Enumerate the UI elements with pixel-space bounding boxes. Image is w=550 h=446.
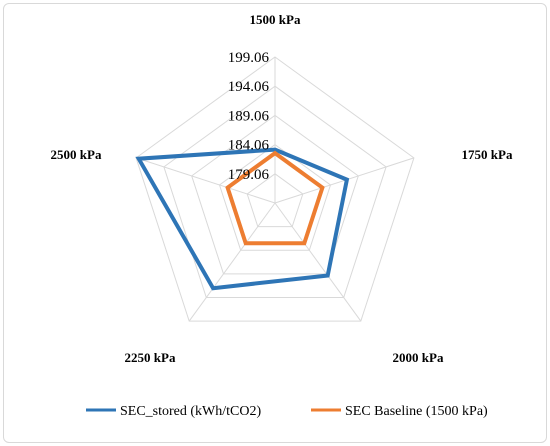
grid-ring-4	[135, 56, 415, 322]
axis-label-2250: 2250 kPa	[125, 350, 176, 365]
grid-spoke-3	[188, 202, 276, 322]
tick-label-4: 199.06	[228, 50, 270, 66]
grid-ring-3	[163, 85, 387, 298]
tick-label-3: 194.06	[228, 79, 270, 95]
series-line-1	[225, 150, 325, 246]
grid-ring-1	[218, 143, 332, 251]
tick-label-2: 189.06	[228, 108, 270, 124]
legend-label-sec-stored: SEC_stored (kWh/tCO2)	[120, 404, 261, 419]
tick-labels: 179.06 184.06 189.06 194.06 199.06	[228, 50, 270, 183]
series-line-0	[135, 147, 350, 291]
legend: SEC_stored (kWh/tCO2) SEC Baseline (1500…	[86, 404, 488, 419]
series-layer	[135, 147, 350, 291]
legend-label-sec-baseline: SEC Baseline (1500 kPa)	[345, 404, 488, 419]
axis-label-2500: 2500 kPa	[51, 147, 102, 162]
grid-ring-0	[246, 173, 304, 228]
axis-labels: 1500 kPa 1750 kPa 2000 kPa 2250 kPa 2500…	[51, 12, 513, 365]
grid	[135, 56, 415, 322]
axis-label-1750: 1750 kPa	[462, 147, 513, 162]
axis-label-2000: 2000 kPa	[393, 350, 444, 365]
grid-spoke-2	[274, 202, 362, 322]
tick-label-1: 184.06	[228, 138, 270, 154]
tick-label-0: 179.06	[228, 167, 270, 183]
grid-ring-2	[191, 114, 359, 275]
grid-spoke-4	[135, 157, 276, 204]
axis-label-1500: 1500 kPa	[250, 12, 301, 27]
